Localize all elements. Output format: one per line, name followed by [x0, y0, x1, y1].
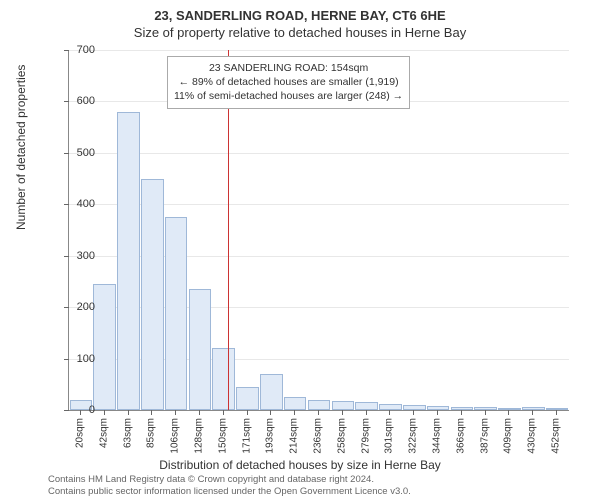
xtick-mark — [366, 410, 367, 415]
xtick-label: 150sqm — [217, 418, 228, 454]
xtick-label: 193sqm — [265, 418, 276, 454]
plot-area: 23 SANDERLING ROAD: 154sqm← 89% of detac… — [68, 50, 569, 411]
histogram-bar — [236, 387, 259, 410]
ytick-mark — [64, 307, 69, 308]
ytick-mark — [64, 50, 69, 51]
ytick-label: 700 — [77, 44, 95, 56]
xtick-label: 42sqm — [98, 418, 109, 448]
footnote: Contains HM Land Registry data © Crown c… — [48, 474, 590, 498]
xtick-mark — [532, 410, 533, 415]
xtick-label: 85sqm — [146, 418, 157, 448]
xtick-label: 258sqm — [336, 418, 347, 454]
xtick-mark — [151, 410, 152, 415]
xtick-mark — [199, 410, 200, 415]
ytick-mark — [64, 410, 69, 411]
xtick-mark — [270, 410, 271, 415]
xtick-mark — [223, 410, 224, 415]
ytick-label: 400 — [77, 198, 95, 210]
gridline — [69, 50, 569, 51]
xtick-mark — [80, 410, 81, 415]
ytick-label: 100 — [77, 353, 95, 365]
xtick-mark — [413, 410, 414, 415]
xtick-mark — [175, 410, 176, 415]
xtick-mark — [104, 410, 105, 415]
xtick-label: 106sqm — [170, 418, 181, 454]
xtick-mark — [485, 410, 486, 415]
ytick-label: 0 — [89, 404, 95, 416]
xtick-mark — [128, 410, 129, 415]
x-axis-label: Distribution of detached houses by size … — [0, 458, 600, 472]
ytick-mark — [64, 101, 69, 102]
histogram-bar — [308, 400, 331, 410]
footnote-line1: Contains HM Land Registry data © Crown c… — [48, 474, 590, 486]
xtick-label: 430sqm — [527, 418, 538, 454]
ytick-label: 600 — [77, 95, 95, 107]
chart-title: 23, SANDERLING ROAD, HERNE BAY, CT6 6HE — [0, 0, 600, 23]
y-axis-label: Number of detached properties — [14, 65, 28, 230]
ytick-label: 200 — [77, 301, 95, 313]
xtick-label: 366sqm — [455, 418, 466, 454]
xtick-mark — [508, 410, 509, 415]
xtick-mark — [342, 410, 343, 415]
annotation-line: 23 SANDERLING ROAD: 154sqm — [174, 61, 403, 75]
histogram-bar — [451, 407, 474, 410]
annotation-line: 11% of semi-detached houses are larger (… — [174, 89, 403, 103]
xtick-label: 322sqm — [408, 418, 419, 454]
xtick-mark — [318, 410, 319, 415]
footnote-line2: Contains public sector information licen… — [48, 486, 590, 498]
xtick-label: 128sqm — [193, 418, 204, 454]
histogram-bar — [332, 401, 355, 410]
histogram-bar — [165, 217, 188, 410]
histogram-bar — [260, 374, 283, 410]
xtick-label: 214sqm — [289, 418, 300, 454]
xtick-label: 20sqm — [74, 418, 85, 448]
histogram-bar — [93, 284, 116, 410]
xtick-label: 171sqm — [241, 418, 252, 454]
annotation-line: ← 89% of detached houses are smaller (1,… — [174, 75, 403, 89]
histogram-bar — [141, 179, 164, 410]
ytick-mark — [64, 359, 69, 360]
xtick-label: 409sqm — [503, 418, 514, 454]
xtick-mark — [247, 410, 248, 415]
xtick-label: 63sqm — [122, 418, 133, 448]
xtick-label: 452sqm — [551, 418, 562, 454]
chart-subtitle: Size of property relative to detached ho… — [0, 23, 600, 40]
ytick-mark — [64, 256, 69, 257]
xtick-mark — [556, 410, 557, 415]
xtick-mark — [389, 410, 390, 415]
xtick-mark — [437, 410, 438, 415]
ytick-label: 300 — [77, 250, 95, 262]
xtick-mark — [294, 410, 295, 415]
histogram-bar — [212, 348, 235, 410]
xtick-mark — [461, 410, 462, 415]
xtick-label: 279sqm — [360, 418, 371, 454]
ytick-mark — [64, 153, 69, 154]
ytick-mark — [64, 204, 69, 205]
xtick-label: 301sqm — [384, 418, 395, 454]
histogram-bar — [355, 402, 378, 410]
annotation-box: 23 SANDERLING ROAD: 154sqm← 89% of detac… — [167, 56, 410, 109]
histogram-bar — [189, 289, 212, 410]
histogram-bar — [284, 397, 307, 410]
histogram-bar — [117, 112, 140, 410]
xtick-label: 236sqm — [313, 418, 324, 454]
xtick-label: 387sqm — [479, 418, 490, 454]
ytick-label: 500 — [77, 147, 95, 159]
gridline — [69, 153, 569, 154]
xtick-label: 344sqm — [432, 418, 443, 454]
